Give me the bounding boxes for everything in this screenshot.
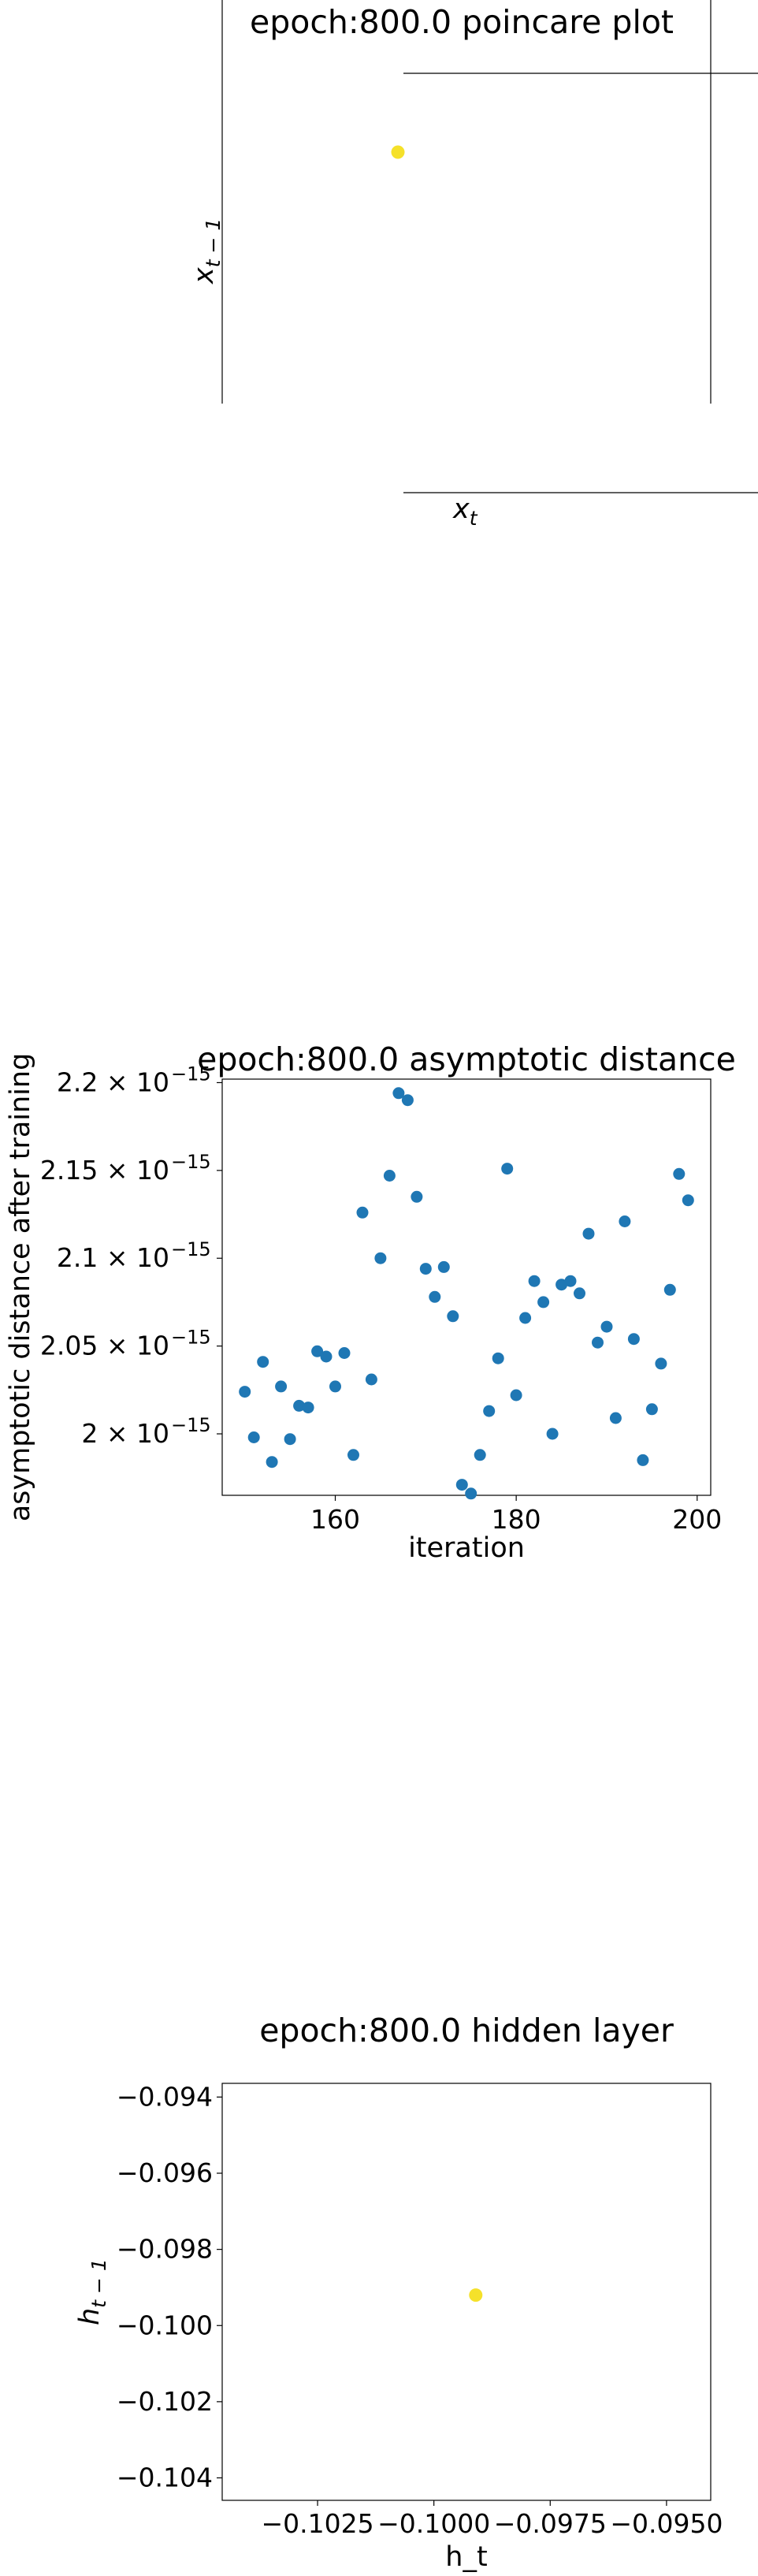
hidden-chart: epoch:800.0 hidden layer −0.1025 −0.1000−…: [74, 2012, 723, 2573]
asymptotic-point: [374, 1252, 387, 1264]
asymptotic-point: [320, 1350, 333, 1363]
asymptotic-point: [574, 1287, 585, 1300]
asymptotic-xlabel: iteration: [408, 1532, 525, 1564]
hidden-ytick-label: −0.104: [117, 2462, 213, 2492]
asymptotic-point: [627, 1333, 640, 1346]
asymptotic-ytick-exponent: −15: [171, 1151, 211, 1173]
hidden-xtick-label: −0.1000: [377, 2508, 490, 2539]
asymptotic-ytick-label: 2.15 × 10: [40, 1155, 169, 1186]
asymptotic-point: [528, 1275, 541, 1287]
asymptotic-point: [519, 1312, 532, 1324]
asymptotic-point: [347, 1449, 359, 1461]
asymptotic-point: [474, 1449, 486, 1461]
asymptotic-ylabel: asymptotic distance after training: [5, 1053, 36, 1522]
poincare-title: epoch:800.0 poincare plot: [250, 3, 674, 41]
asymptotic-point: [537, 1296, 550, 1308]
asymptotic-ytick-label: 2 × 10: [81, 1418, 169, 1449]
asymptotic-ytick-exponent: −15: [171, 1414, 211, 1436]
asymptotic-ytick-exponent: −15: [171, 1063, 211, 1085]
hidden-xtick-label: −0.1025: [261, 2508, 373, 2539]
asymptotic-point: [356, 1206, 369, 1219]
hidden-ytick-label: −0.098: [117, 2234, 213, 2265]
asymptotic-point: [293, 1399, 306, 1412]
asymptotic-point: [501, 1163, 514, 1175]
asymptotic-point: [645, 1403, 658, 1416]
asymptotic-point: [329, 1380, 341, 1393]
asymptotic-title: epoch:800.0 asymptotic distance: [197, 1040, 736, 1078]
asymptotic-point: [673, 1167, 686, 1180]
asymptotic-point: [546, 1428, 559, 1440]
asymptotic-point: [437, 1260, 450, 1273]
asymptotic-ytick-exponent: −15: [171, 1327, 211, 1349]
asymptotic-point: [383, 1170, 396, 1182]
asymptotic-point: [411, 1190, 423, 1203]
asymptotic-point: [564, 1275, 577, 1287]
hidden-ytick-label: −0.100: [117, 2310, 213, 2340]
asymptotic-point: [655, 1357, 667, 1370]
asymptotic-point: [447, 1310, 459, 1323]
asymptotic-point: [275, 1380, 288, 1393]
asymptotic-point: [582, 1227, 595, 1240]
asymptotic-point: [311, 1345, 324, 1357]
asymptotic-xtick-label: 180: [492, 1504, 541, 1535]
asymptotic-point: [284, 1433, 296, 1446]
poincare-chart: epoch:800.0 poincare plot xt xt − 1: [188, 0, 758, 530]
asymptotic-point: [247, 1431, 260, 1443]
asymptotic-plot-frame: [221, 1078, 712, 1496]
asymptotic-point: [637, 1454, 649, 1466]
asymptotic-point: [600, 1320, 613, 1333]
asymptotic-point: [592, 1336, 604, 1349]
poincare-point: [391, 145, 405, 159]
hidden-ylabel: ht − 1: [74, 2258, 110, 2325]
asymptotic-point: [492, 1352, 504, 1364]
asymptotic-ytick-label: 2.1 × 10: [57, 1242, 169, 1273]
asymptotic-ytick-exponent: −15: [171, 1238, 211, 1260]
hidden-ytick-label: −0.094: [117, 2081, 213, 2112]
asymptotic-point: [266, 1456, 278, 1469]
asymptotic-point: [257, 1356, 269, 1368]
asymptotic-ytick-label: 2.2 × 10: [57, 1067, 169, 1097]
asymptotic-xtick-label: 200: [672, 1504, 722, 1535]
asymptotic-chart: epoch:800.0 asymptotic distance 160 180 20…: [5, 1040, 736, 1564]
asymptotic-point: [510, 1389, 522, 1402]
asymptotic-point: [455, 1479, 468, 1491]
hidden-title: epoch:800.0 hidden layer: [259, 2012, 674, 2049]
poincare-xlabel: xt: [452, 493, 478, 530]
asymptotic-point: [239, 1386, 251, 1398]
asymptotic-xtick-label: 160: [310, 1504, 360, 1535]
asymptotic-point: [338, 1347, 351, 1359]
asymptotic-point: [401, 1094, 414, 1107]
asymptotic-point: [619, 1215, 631, 1227]
asymptotic-point: [663, 1283, 676, 1296]
asymptotic-point: [419, 1263, 432, 1275]
asymptotic-point: [555, 1279, 568, 1291]
asymptotic-point: [682, 1194, 694, 1207]
hidden-xlabel: h_t: [445, 2541, 487, 2573]
hidden-point: [469, 2288, 483, 2302]
hidden-xtick-label: −0.0950: [610, 2508, 723, 2539]
asymptotic-point: [483, 1405, 496, 1417]
asymptotic-point: [302, 1402, 314, 1414]
asymptotic-point: [465, 1487, 477, 1500]
hidden-ytick-label: −0.102: [117, 2386, 213, 2417]
asymptotic-point: [365, 1373, 377, 1386]
asymptotic-point: [609, 1412, 622, 1424]
hidden-xtick-label: −0.0975: [494, 2508, 607, 2539]
hidden-ytick-label: −0.096: [117, 2157, 213, 2188]
asymptotic-ytick-label: 2.05 × 10: [40, 1331, 169, 1361]
asymptotic-point: [392, 1087, 405, 1100]
hidden-plot-frame: [221, 2083, 712, 2501]
asymptotic-point: [429, 1290, 441, 1303]
poincare-ylabel: xt − 1: [188, 218, 225, 285]
